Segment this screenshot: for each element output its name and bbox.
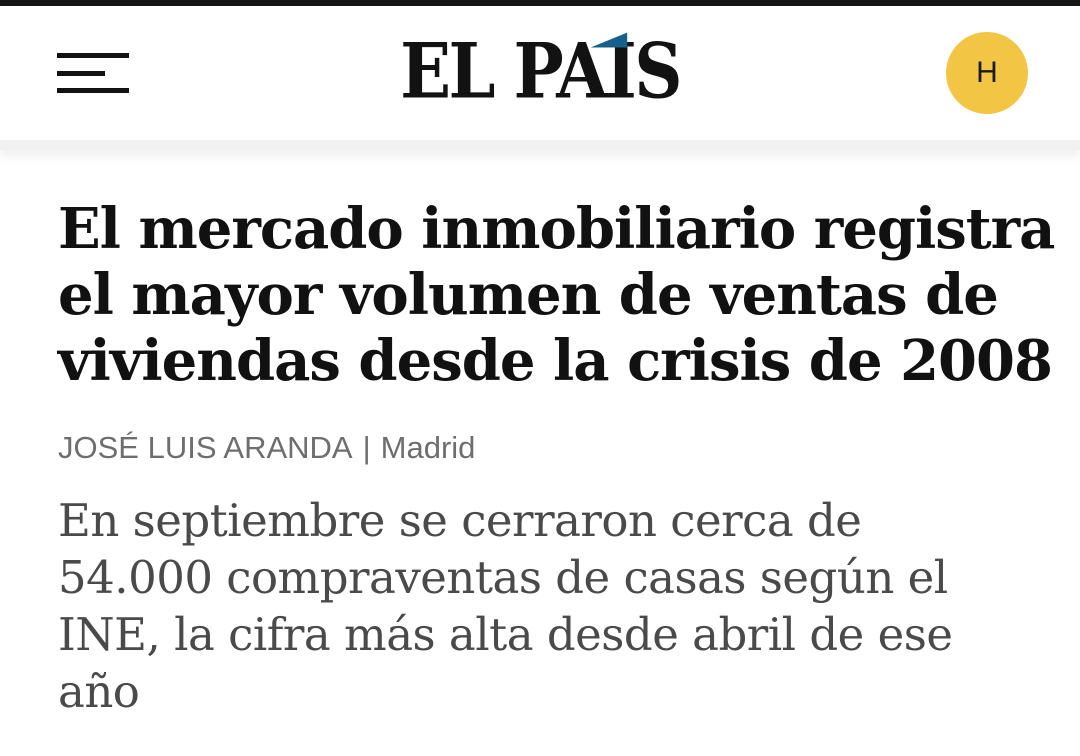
subtitle-line: año: [58, 665, 140, 718]
article: El mercado inmobiliario registra el mayo…: [0, 150, 1080, 720]
byline-author[interactable]: JOSÉ LUIS ARANDA: [58, 430, 353, 465]
user-avatar[interactable]: H: [946, 32, 1028, 114]
article-byline: JOSÉ LUIS ARANDA | Madrid: [58, 430, 1022, 466]
subtitle-line: INE, la cifra más alta desde abril de es…: [58, 608, 953, 661]
byline-location: Madrid: [380, 430, 476, 465]
avatar-initial: H: [976, 56, 998, 89]
logo-letter-i: I: [590, 32, 637, 109]
article-subtitle: En septiembre se cerraron cerca de 54.00…: [58, 492, 1022, 720]
hamburger-icon-bar-top: [57, 53, 129, 58]
menu-button[interactable]: [57, 53, 129, 93]
logo-text-left: EL PA: [400, 26, 608, 116]
top-edge-bar: [0, 0, 1080, 6]
site-header: EL PA IS H: [0, 6, 1080, 140]
headline-line: viviendas desde la crisis de 2008: [58, 328, 1053, 394]
hamburger-icon-bar-bottom: [57, 88, 129, 93]
headline-line: El mercado inmobiliario registra: [58, 196, 1055, 262]
article-headline[interactable]: El mercado inmobiliario registra el mayo…: [58, 196, 1055, 394]
subtitle-line: 54.000 compraventas de casas según el: [58, 551, 948, 604]
hamburger-icon-bar-middle: [57, 70, 105, 76]
logo-text-right: S: [634, 26, 682, 116]
header-divider: [0, 140, 1080, 150]
byline-separator: |: [362, 430, 371, 465]
elpais-logo[interactable]: EL PA IS: [400, 32, 682, 109]
headline-line: el mayor volumen de ventas de: [58, 262, 999, 328]
subtitle-line: En septiembre se cerraron cerca de: [58, 494, 862, 547]
